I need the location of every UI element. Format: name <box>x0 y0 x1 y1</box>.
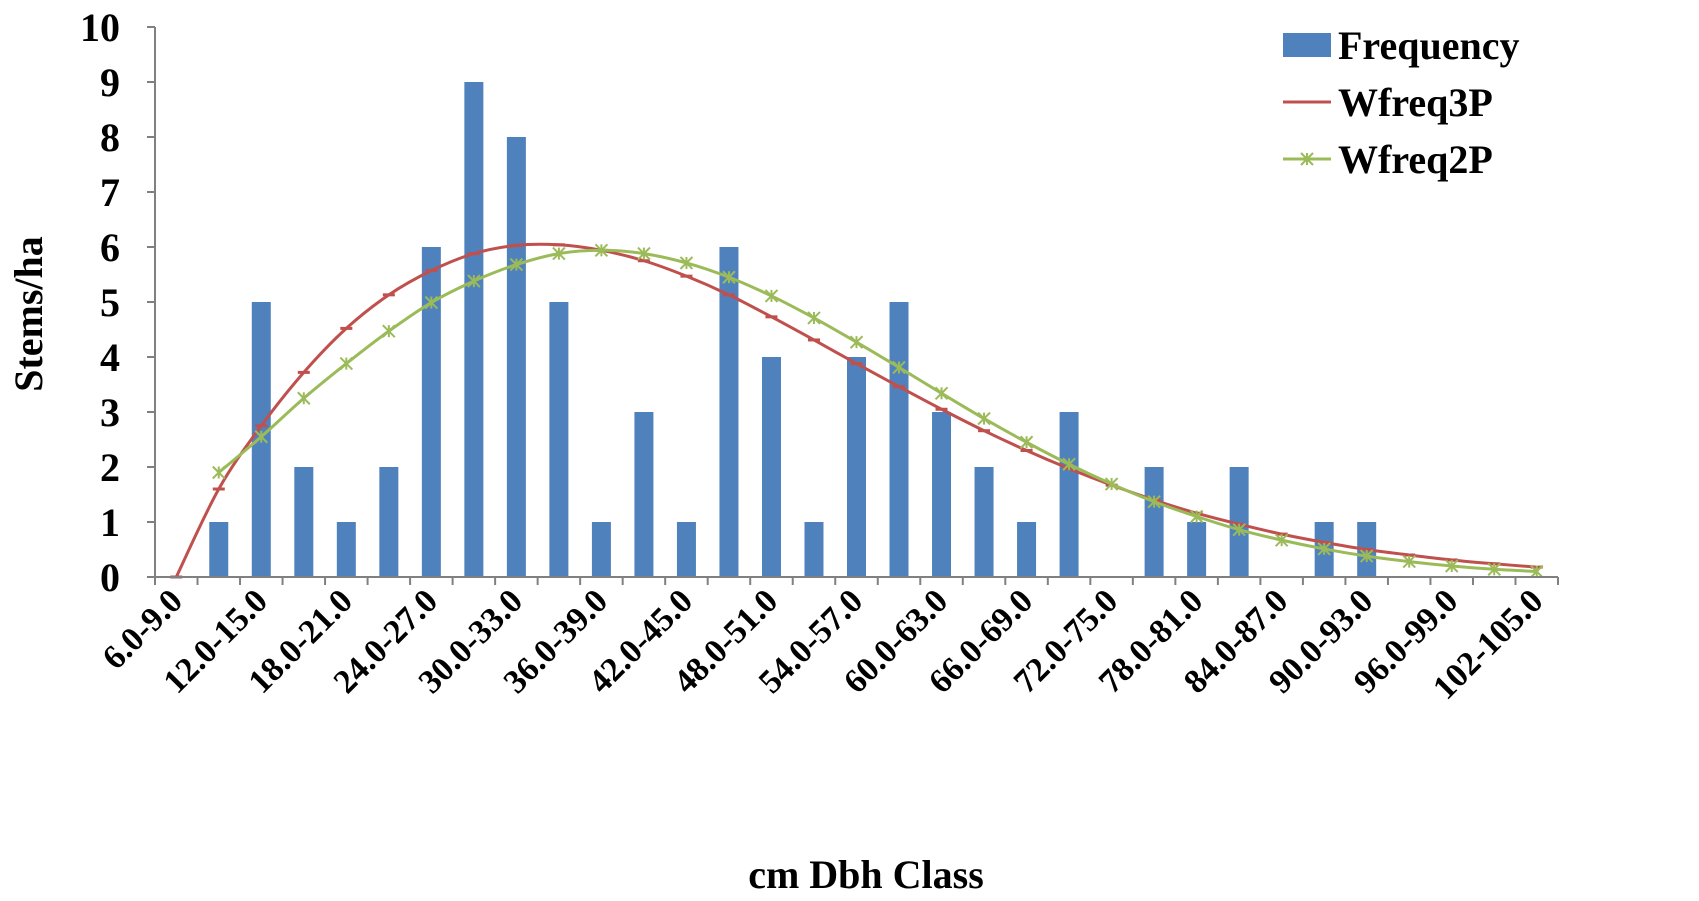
frequency-bar <box>1144 467 1164 577</box>
frequency-bar <box>1059 412 1079 577</box>
frequency-bar <box>1187 522 1207 577</box>
x-axis-title: cm Dbh Class <box>748 852 984 897</box>
y-axis-title: Stems/ha <box>6 236 51 392</box>
wfreq2p-point <box>849 335 864 349</box>
wfreq2p-point <box>1317 542 1331 556</box>
y-tick-label: 10 <box>80 5 120 50</box>
wfreq2p-legend-label: Wfreq2P <box>1338 137 1493 182</box>
line-series <box>170 242 1544 579</box>
x-ticks: 6.0-9.012.0-15.018.0-21.024.0-27.030.0-3… <box>96 577 1559 707</box>
wfreq2p-point <box>977 411 991 426</box>
frequency-bar <box>421 247 441 577</box>
wfreq2p-point <box>934 386 949 401</box>
wfreq2p-point <box>1445 559 1459 573</box>
y-tick-label: 3 <box>100 390 120 435</box>
frequency-bar <box>676 522 696 577</box>
frequency-bar <box>1017 522 1037 577</box>
frequency-bar <box>974 467 994 577</box>
wfreq2p-point <box>424 295 439 310</box>
frequency-bar <box>634 412 654 577</box>
wfreq2p-point <box>764 289 779 303</box>
y-tick-label: 5 <box>100 280 120 325</box>
wfreq2p-point <box>892 360 906 375</box>
wfreq2p-point <box>1062 457 1076 471</box>
wfreq2p-point <box>1530 564 1544 579</box>
y-tick-label: 7 <box>100 170 120 215</box>
frequency-bar <box>209 522 229 577</box>
wfreq3p-legend-label: Wfreq3P <box>1338 80 1493 125</box>
frequency-bar <box>591 522 611 577</box>
frequency-bar <box>549 302 569 577</box>
y-tick-label: 1 <box>100 500 120 545</box>
wfreq2p-point <box>254 430 268 444</box>
wfreq2p-point <box>1274 533 1289 547</box>
frequency-bar <box>336 522 356 577</box>
wfreq2p-point <box>1359 549 1374 563</box>
frequency-bar <box>294 467 314 577</box>
y-tick-label: 6 <box>100 225 120 270</box>
y-ticks: 0 1 2 3 4 5 6 7 8 9 10 <box>80 5 155 600</box>
wfreq2p-point <box>212 465 226 480</box>
wfreq2p-point <box>1232 522 1246 537</box>
legend: Frequency Wfreq3P Wfreq2P <box>1283 23 1519 182</box>
wfreq2p-point <box>552 246 566 261</box>
frequency-bar <box>932 412 952 577</box>
frequency-bar <box>464 82 484 577</box>
wfreq2p-point <box>1189 509 1204 524</box>
frequency-bar <box>379 467 399 577</box>
frequency-bar <box>804 522 824 577</box>
wfreq2p-point <box>467 274 481 288</box>
frequency-bar <box>761 357 781 577</box>
bar-series <box>209 82 1377 577</box>
wfreq2p-point <box>1402 554 1416 569</box>
frequency-bar <box>847 357 866 577</box>
wfreq2p-line <box>217 248 1537 573</box>
y-tick-label: 4 <box>100 335 120 380</box>
wfreq2p-point <box>722 270 736 284</box>
wfreq2p-point <box>509 257 524 272</box>
wfreq2p-point <box>594 243 609 258</box>
wfreq2p-point <box>1019 435 1034 449</box>
y-tick-label: 0 <box>100 555 120 600</box>
frequency-legend-swatch <box>1283 33 1331 57</box>
y-tick-label: 2 <box>100 445 120 490</box>
wfreq2p-point <box>339 356 354 371</box>
frequency-legend-label: Frequency <box>1338 23 1519 68</box>
y-tick-label: 8 <box>100 115 120 160</box>
frequency-bar <box>719 247 739 577</box>
wfreq2p-point <box>382 324 396 338</box>
y-tick-label: 9 <box>100 60 120 105</box>
frequency-bar <box>506 137 526 577</box>
wfreq2p-point <box>1147 494 1161 509</box>
frequency-bar <box>1229 467 1249 577</box>
wfreq2p-point <box>297 391 311 405</box>
wfreq2p-point <box>807 311 821 325</box>
wfreq2p-point <box>1104 477 1119 491</box>
wfreq2p-point <box>679 256 694 270</box>
wfreq2p-legend-marker <box>1300 152 1314 166</box>
frequency-bar <box>889 302 909 577</box>
wfreq2p-point <box>1487 562 1501 577</box>
wfreq2p-point <box>637 246 651 261</box>
